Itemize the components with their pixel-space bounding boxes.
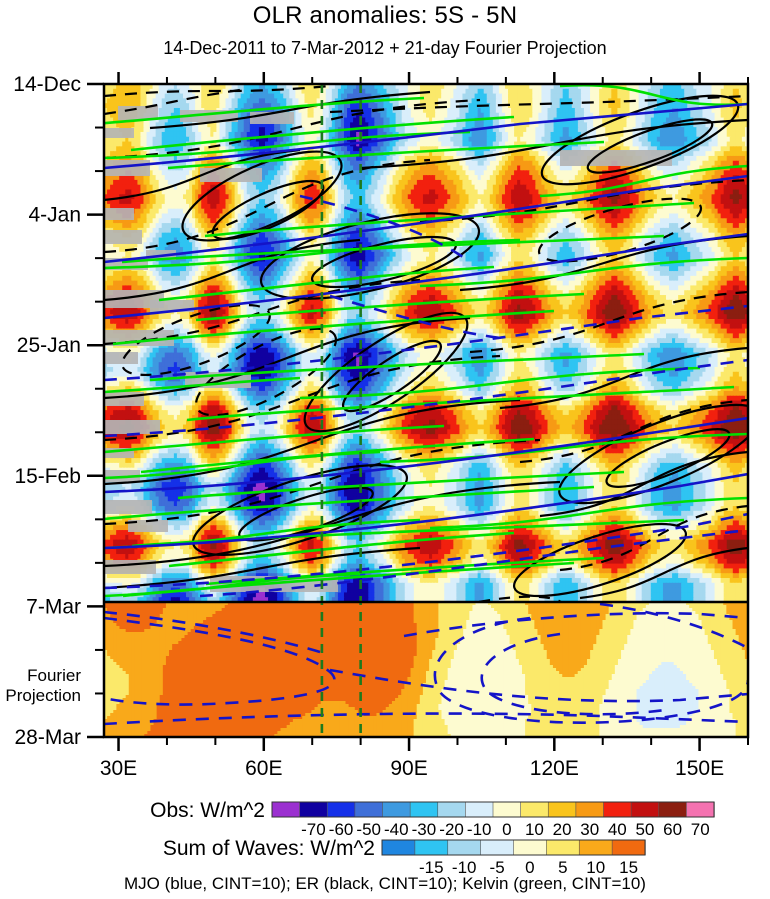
colorbar-swatch (492, 801, 522, 818)
colorbar-swatch (409, 801, 439, 818)
colorbar-tick-label: 0 (525, 858, 534, 877)
y-tick-label: 15-Feb (14, 465, 81, 488)
sum-of-waves-colorbar: -15 -10 -5 0 5 10 15 Sum of Waves: W/m^2 (163, 837, 646, 877)
x-tick-label: 30E (100, 757, 137, 780)
colorbar-tick-label: 60 (663, 820, 682, 839)
colorbar-swatch (465, 801, 494, 818)
colorbar-tick-label: 10 (525, 820, 544, 839)
colorbar-tick-label: -20 (439, 820, 464, 839)
y-tick-label: 25-Jan (17, 334, 81, 357)
colorbar-tick-label: 15 (619, 858, 638, 877)
colorbar-tick-label: 30 (580, 820, 599, 839)
fourier-projection-text: Projection (5, 686, 81, 705)
x-tick-label: 120E (530, 757, 579, 780)
colorbar-swatch (414, 839, 449, 856)
colorbar-swatch (575, 801, 605, 818)
colorbar-tick-label: 50 (635, 820, 654, 839)
colorbar-swatch (513, 839, 548, 856)
x-tick-label: 150E (675, 757, 724, 780)
colorbar-tick-label: -15 (419, 858, 444, 877)
colorbar-swatch (686, 801, 715, 818)
colorbar-tick-label: 20 (553, 820, 572, 839)
page-subtitle: 14-Dec-2011 to 7-Mar-2012 + 21-day Fouri… (0, 38, 770, 59)
fourier-projection-field (104, 602, 748, 737)
y-axis-tick-labels: 14-Dec 4-Jan 25-Jan 15-Feb 7-Mar 28-Mar (13, 73, 81, 749)
x-tick-label: 90E (390, 757, 427, 780)
y-tick-label: 28-Mar (14, 726, 81, 749)
longitude-marker-lines (320, 84, 362, 737)
colorbar-tick-label: -70 (301, 820, 326, 839)
colorbar-swatch (603, 801, 632, 818)
colorbar-swatch (382, 801, 411, 818)
colorbar-swatch (447, 839, 482, 856)
mjo-wave-contours (104, 102, 748, 726)
colorbar-tick-label: -30 (412, 820, 437, 839)
waves-colorbar-label: Sum of Waves: W/m^2 (163, 837, 375, 860)
axes-frame (87, 72, 750, 751)
colorbar-swatch (520, 801, 549, 818)
y-tick-label: 7-Mar (26, 595, 81, 618)
colorbar-swatch (299, 801, 328, 818)
colorbar-swatch (611, 839, 646, 856)
colorbar-tick-label: -10 (452, 858, 477, 877)
colorbar-tick-label: 40 (608, 820, 627, 839)
wave-legend-caption: MJO (blue, CINT=10); ER (black, CINT=10)… (124, 874, 646, 893)
colorbar-swatch (271, 801, 301, 818)
colorbar-swatch (326, 801, 356, 818)
colorbar-tick-label: -50 (356, 820, 381, 839)
y-tick-label: 4-Jan (28, 204, 81, 227)
colorbar-tick-label: 10 (586, 858, 605, 877)
y-tick-label: 14-Dec (13, 73, 81, 96)
colorbar-swatch (630, 801, 660, 818)
colorbar-tick-label: 0 (502, 820, 511, 839)
x-tick-label: 60E (245, 757, 282, 780)
obs-colorbar: -70 -60 -50 -40 -30 -20 -10 0 10 20 30 40 50 60 70 Obs:… (150, 799, 715, 839)
colorbar-tick-label: 5 (558, 858, 567, 877)
colorbar-tick-label: -5 (490, 858, 505, 877)
colorbar-swatch (354, 801, 384, 818)
colorbar-swatch (480, 839, 515, 856)
colorbar-tick-label: -10 (467, 820, 492, 839)
colorbar-swatch (437, 801, 467, 818)
fourier-projection-text: Fourier (27, 666, 81, 685)
colorbar-swatch (547, 801, 577, 818)
kelvin-wave-contours (104, 84, 748, 598)
colorbar-swatch (578, 839, 613, 856)
colorbar-tick-label: 70 (691, 820, 710, 839)
colorbar-swatch (658, 801, 688, 818)
obs-colorbar-label: Obs: W/m^2 (150, 799, 265, 822)
page-title: OLR anomalies: 5S - 5N (0, 2, 770, 30)
colorbar-tick-label: -40 (384, 820, 409, 839)
colorbar-tick-label: -60 (329, 820, 354, 839)
colorbar-swatch (381, 839, 416, 856)
x-axis-tick-labels: 30E 60E 90E 120E 150E (100, 757, 724, 780)
colorbar-swatch (546, 839, 580, 856)
